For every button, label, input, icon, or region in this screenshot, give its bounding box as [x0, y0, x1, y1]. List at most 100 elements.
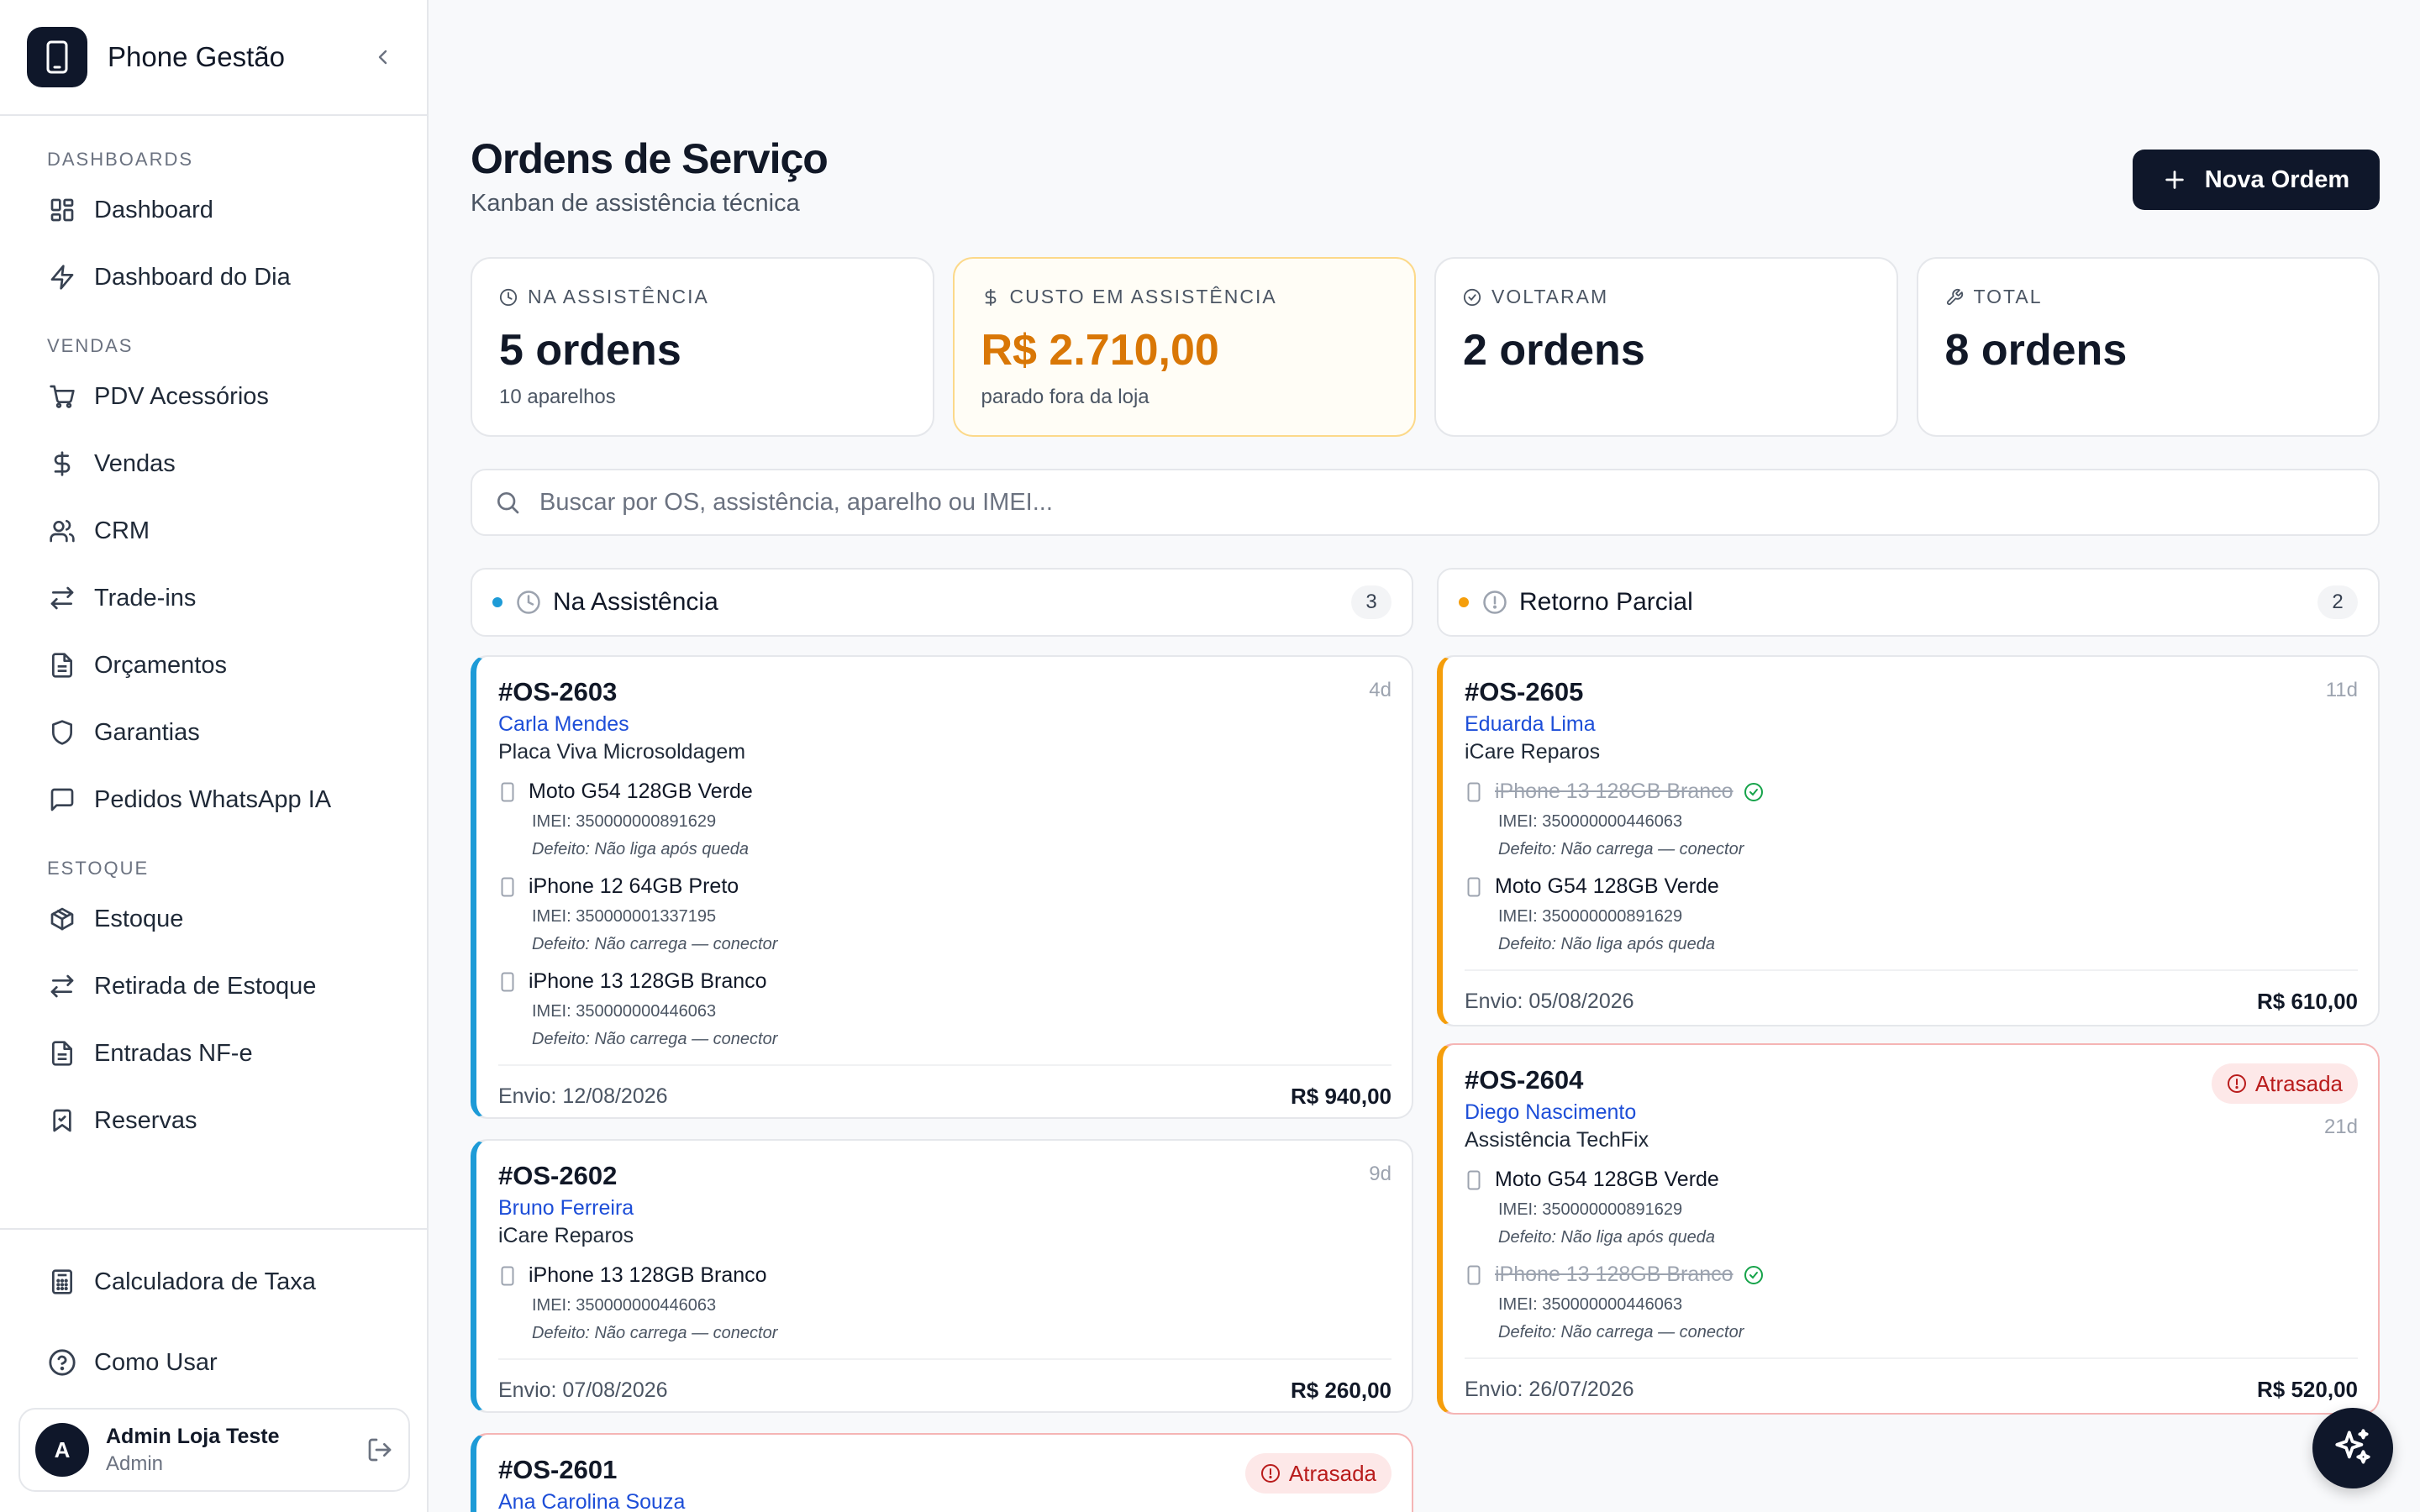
client-name[interactable]: Bruno Ferreira: [498, 1196, 634, 1220]
sidebar-item-pdv[interactable]: PDV Acessórios: [0, 363, 427, 430]
search-bar: [471, 469, 2380, 536]
app-name: Phone Gestão: [108, 41, 285, 72]
sidebar-item-garantias[interactable]: Garantias: [0, 699, 427, 766]
sidebar-item-label: CRM: [94, 517, 150, 544]
column-count: 2: [2317, 585, 2358, 619]
sidebar-item-dashboard-do-dia[interactable]: Dashboard do Dia: [0, 244, 427, 311]
order-card[interactable]: #OS-2605 11d Eduarda Lima iCare Reparos …: [1437, 655, 2380, 1026]
stat-label: VOLTARAM: [1491, 286, 1609, 307]
stat-card-custo: CUSTO EM ASSISTÊNCIA R$ 2.710,00 parado …: [952, 257, 1416, 437]
stat-sub: parado fora da loja: [981, 386, 1150, 408]
order-age: 4d: [1369, 679, 1392, 701]
column-count: 3: [1351, 585, 1392, 619]
device-item: iPhone 13 128GB Branco IMEI: 35000000044…: [1465, 1263, 2358, 1342]
page-title: Ordens de Serviço: [471, 135, 829, 182]
device-imei: IMEI: 350000000891629: [532, 812, 717, 831]
device-defect: Defeito: Não carrega — conector: [1498, 1323, 1744, 1341]
order-card[interactable]: #OS-2603 4d Carla Mendes Placa Viva Micr…: [471, 655, 1413, 1119]
ship-date: Envio: 26/07/2026: [1465, 1377, 1634, 1401]
sidebar-item-label: Reservas: [94, 1106, 197, 1134]
sidebar-item-entradas-nfe[interactable]: Entradas NF-e: [0, 1020, 427, 1087]
sidebar-item-crm[interactable]: CRM: [0, 497, 427, 564]
document-icon: [47, 650, 77, 680]
page-subtitle: Kanban de assistência técnica: [471, 190, 800, 217]
stat-card-total: TOTAL 8 ordens: [1916, 257, 2380, 437]
sidebar-item-vendas[interactable]: Vendas: [0, 430, 427, 497]
late-badge: Atrasada: [2211, 1063, 2358, 1104]
kanban-column-retorno-parcial: Retorno Parcial 2 #OS-2605 11d Eduarda L…: [1437, 568, 2380, 1415]
order-age: 9d: [1369, 1163, 1392, 1185]
ai-assistant-button[interactable]: [2312, 1408, 2393, 1488]
phone-icon: [1465, 877, 1483, 897]
sidebar-item-retirada-estoque[interactable]: Retirada de Estoque: [0, 953, 427, 1020]
device-defect: Defeito: Não carrega — conector: [532, 935, 778, 953]
page-header: Ordens de Serviço Kanban de assistência …: [471, 134, 2380, 227]
order-id: #OS-2605: [1465, 677, 1584, 706]
client-name[interactable]: Diego Nascimento: [1465, 1100, 1637, 1124]
section-title-vendas: VENDAS: [47, 335, 134, 356]
client-name[interactable]: Carla Mendes: [498, 712, 629, 736]
clock-icon: [516, 590, 541, 615]
phone-icon: [1465, 1170, 1483, 1190]
stat-value: 5 ordens: [499, 326, 681, 375]
phone-icon: [1465, 1265, 1483, 1285]
check-circle-icon: [1744, 782, 1764, 802]
sidebar-item-label: Dashboard do Dia: [94, 263, 291, 291]
device-name: iPhone 13 128GB Branco: [1495, 1263, 1733, 1286]
ship-date: Envio: 05/08/2026: [1465, 989, 1634, 1013]
sidebar-item-como-usar[interactable]: Como Usar: [0, 1322, 427, 1403]
order-cost: R$ 520,00: [2257, 1376, 2358, 1402]
repair-shop: iCare Reparos: [498, 1224, 634, 1247]
column-title: Na Assistência: [553, 588, 718, 616]
device-name: iPhone 12 64GB Preto: [529, 874, 739, 898]
stat-sub: 10 aparelhos: [499, 386, 616, 408]
cart-icon: [47, 381, 77, 412]
status-dot: [492, 597, 502, 607]
device-imei: IMEI: 350000000446063: [532, 1002, 717, 1021]
order-id: #OS-2601: [498, 1455, 618, 1484]
stat-value: R$ 2.710,00: [981, 326, 1219, 375]
arrows-swap-icon: [47, 971, 77, 1001]
order-card[interactable]: #OS-2601 Atrasada Ana Carolina Souza: [471, 1433, 1413, 1512]
new-order-label: Nova Ordem: [2204, 165, 2350, 193]
sidebar-item-reservas[interactable]: Reservas: [0, 1087, 427, 1154]
repair-shop: iCare Reparos: [1465, 740, 1601, 764]
sidebar-item-trade-ins[interactable]: Trade-ins: [0, 564, 427, 632]
order-cost: R$ 940,00: [1291, 1083, 1392, 1109]
device-name: Moto G54 128GB Verde: [529, 780, 753, 803]
sidebar-item-orcamentos[interactable]: Orçamentos: [0, 632, 427, 699]
search-input[interactable]: [539, 488, 2356, 517]
device-imei: IMEI: 350000000891629: [1498, 1200, 1683, 1219]
logout-icon[interactable]: [366, 1436, 393, 1463]
sidebar-item-label: PDV Acessórios: [94, 382, 269, 410]
column-header: Na Assistência 3: [471, 568, 1413, 637]
sidebar-item-estoque[interactable]: Estoque: [0, 885, 427, 953]
sidebar-item-calculadora[interactable]: Calculadora de Taxa: [0, 1242, 427, 1322]
sidebar-item-label: Como Usar: [94, 1348, 218, 1376]
alert-circle-icon: [1482, 590, 1507, 615]
zap-icon: [47, 262, 77, 292]
collapse-sidebar-button[interactable]: [366, 40, 400, 74]
device-name: iPhone 13 128GB Branco: [529, 969, 767, 993]
device-imei: IMEI: 350000000891629: [1498, 907, 1683, 926]
section-title-dashboards: DASHBOARDS: [47, 149, 194, 170]
order-card[interactable]: #OS-2602 9d Bruno Ferreira iCare Reparos…: [471, 1139, 1413, 1413]
sidebar-item-pedidos-whatsapp[interactable]: Pedidos WhatsApp IA: [0, 766, 427, 833]
client-name[interactable]: Ana Carolina Souza: [498, 1490, 686, 1512]
device-imei: IMEI: 350000000446063: [1498, 1295, 1683, 1314]
column-header: Retorno Parcial 2: [1437, 568, 2380, 637]
new-order-button[interactable]: Nova Ordem: [2133, 150, 2380, 210]
sidebar-item-label: Retirada de Estoque: [94, 972, 317, 1000]
brand-header: Phone Gestão: [0, 0, 427, 116]
device-name: iPhone 13 128GB Branco: [529, 1263, 767, 1287]
device-imei: IMEI: 350000000446063: [532, 1296, 717, 1315]
device-item: Moto G54 128GB Verde IMEI: 3500000008916…: [1465, 1168, 2358, 1247]
order-id: #OS-2602: [498, 1161, 618, 1190]
document-icon: [47, 1038, 77, 1068]
sidebar-item-dashboard[interactable]: Dashboard: [0, 176, 427, 244]
stat-value: 2 ordens: [1463, 326, 1645, 375]
client-name[interactable]: Eduarda Lima: [1465, 712, 1596, 736]
sidebar-item-label: Garantias: [94, 718, 200, 746]
device-defect: Defeito: Não carrega — conector: [532, 1030, 778, 1048]
order-card[interactable]: #OS-2604 Atrasada 21d Diego Nascimento A…: [1437, 1043, 2380, 1415]
